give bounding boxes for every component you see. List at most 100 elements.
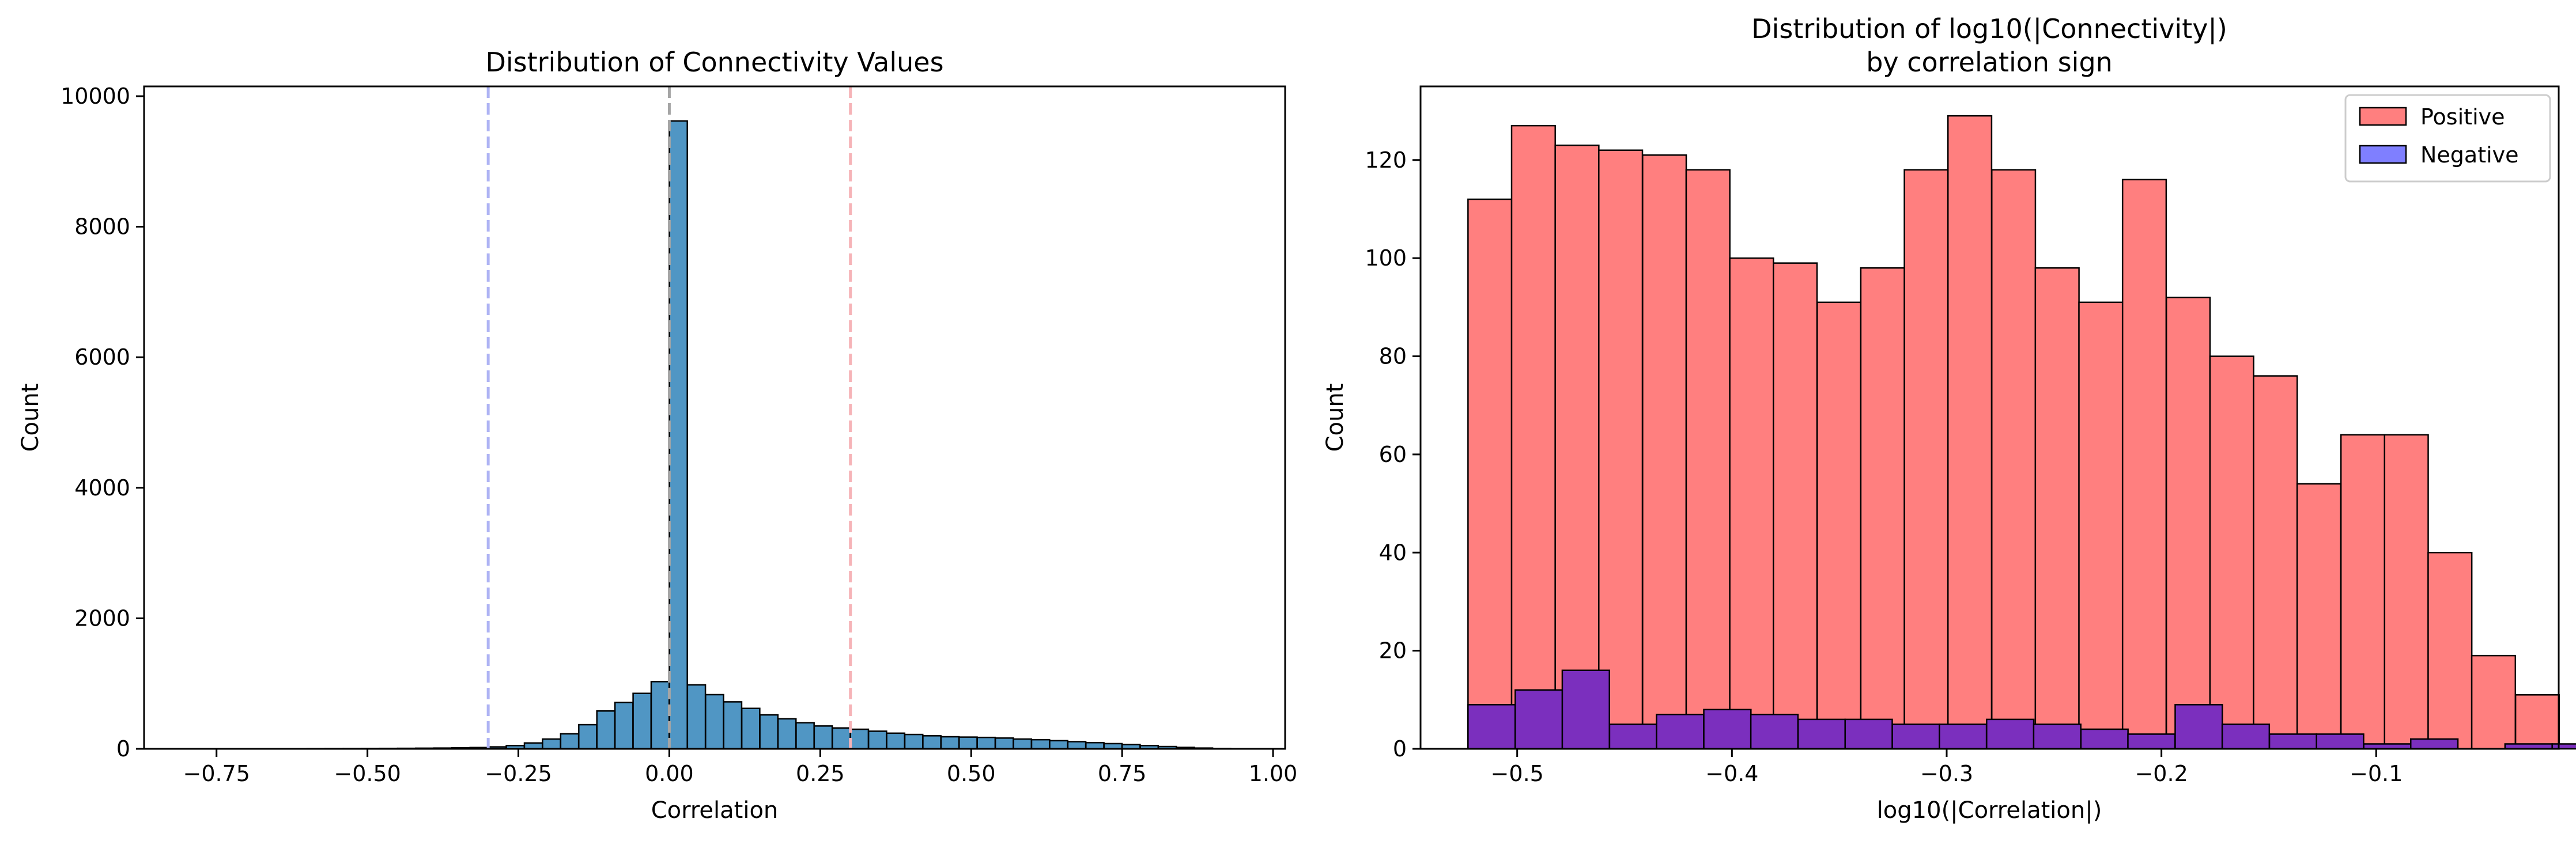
histogram-bar bbox=[686, 684, 707, 750]
histogram-bar bbox=[650, 681, 670, 750]
histogram-bar bbox=[777, 718, 797, 750]
histogram-bar bbox=[904, 733, 924, 750]
positive-bar bbox=[1510, 124, 1556, 750]
positive-bar bbox=[2165, 297, 2211, 750]
histogram-bar bbox=[1067, 741, 1087, 750]
histogram-bars bbox=[306, 120, 1232, 750]
negative-bar bbox=[2268, 733, 2318, 750]
x-tick-label: −0.2 bbox=[2135, 761, 2188, 786]
negative-bar bbox=[2033, 723, 2082, 750]
histogram-bar bbox=[832, 727, 851, 750]
positive-bar bbox=[1685, 169, 1731, 750]
positive-bar bbox=[2296, 483, 2342, 750]
x-tick-label: −0.4 bbox=[1705, 761, 1758, 786]
negative-bar bbox=[2316, 733, 2365, 750]
negative-bar bbox=[1561, 669, 1610, 750]
positive-bar bbox=[1554, 144, 1600, 750]
histogram-bar bbox=[741, 707, 761, 750]
positive-bar bbox=[1860, 267, 1905, 750]
negative-bar bbox=[1750, 714, 1799, 750]
legend: Positive Negative bbox=[2344, 94, 2551, 183]
histogram-bar bbox=[723, 701, 743, 750]
positive-bar bbox=[2471, 654, 2517, 750]
histogram-bar bbox=[976, 736, 996, 750]
positive-bar bbox=[1467, 198, 1513, 750]
negative-bar bbox=[1797, 718, 1846, 750]
x-tick-label: 1.00 bbox=[1249, 761, 1298, 786]
x-tick-label: −0.50 bbox=[334, 761, 401, 786]
positive-bar bbox=[2340, 434, 2386, 750]
histogram-bar bbox=[632, 692, 652, 750]
positive-bar bbox=[1903, 169, 1949, 750]
x-tick-label: 0.50 bbox=[947, 761, 996, 786]
negative-bar bbox=[1608, 723, 1657, 750]
x-axis-ticks: −0.5 −0.4 −0.3 −0.2 −0.1 bbox=[1491, 749, 2403, 786]
y-tick-label: 80 bbox=[1379, 344, 1407, 369]
chart-title: Distribution of log10(|Connectivity|) bbox=[1751, 13, 2227, 45]
negative-bar bbox=[2174, 704, 2223, 750]
histogram-bar bbox=[940, 736, 960, 750]
y-axis-ticks: 0 20 40 60 80 100 120 bbox=[1365, 147, 1421, 762]
negative-bar bbox=[2410, 738, 2459, 750]
histogram-bar bbox=[994, 737, 1014, 750]
positive-bar bbox=[1729, 257, 1774, 750]
histogram-bar bbox=[795, 722, 815, 750]
legend-swatch-positive bbox=[2359, 107, 2407, 126]
histogram-bar bbox=[1085, 741, 1105, 750]
y-tick-label: 0 bbox=[1393, 736, 1407, 762]
x-tick-label: −0.1 bbox=[2350, 761, 2403, 786]
chart-log-connectivity-by-sign: Distribution of log10(|Connectivity|) by… bbox=[1322, 13, 2576, 824]
positive-bar bbox=[2078, 301, 2124, 750]
x-tick-label: 0.25 bbox=[796, 761, 845, 786]
x-tick-label: −0.25 bbox=[485, 761, 552, 786]
histogram-bar bbox=[596, 710, 616, 750]
positive-bar bbox=[2121, 179, 2167, 750]
y-axis-label: Count bbox=[1322, 384, 1349, 452]
histogram-bar bbox=[813, 725, 833, 750]
positive-bar bbox=[1773, 262, 1818, 750]
negative-bar bbox=[1703, 709, 1752, 750]
negative-bar bbox=[1891, 723, 1940, 750]
legend-label-negative: Negative bbox=[2420, 142, 2519, 168]
negative-bar bbox=[2080, 728, 2129, 750]
histogram-bar bbox=[1049, 740, 1068, 750]
positive-bar bbox=[2384, 434, 2429, 750]
x-tick-label: 0.75 bbox=[1098, 761, 1147, 786]
positive-bar bbox=[1990, 169, 2037, 750]
positive-bar bbox=[1642, 154, 1687, 750]
histogram-bar bbox=[849, 728, 870, 750]
histogram-bar bbox=[1013, 738, 1033, 750]
histogram-bar bbox=[886, 732, 906, 750]
histogram-bar bbox=[759, 714, 779, 750]
positive-bar bbox=[1816, 301, 1862, 750]
histogram-bar bbox=[614, 702, 634, 750]
histogram-bar bbox=[1030, 738, 1051, 750]
y-tick-label: 120 bbox=[1365, 147, 1407, 173]
histogram-bar bbox=[542, 738, 561, 750]
negative-bar bbox=[1939, 723, 1988, 750]
histogram-bar bbox=[958, 736, 978, 750]
negative-bar bbox=[1467, 704, 1516, 750]
x-axis-ticks: −0.75 −0.50 −0.25 0.00 0.25 0.50 0.75 1.00 bbox=[183, 749, 1297, 786]
positive-bar bbox=[1598, 149, 1644, 750]
y-tick-label: 20 bbox=[1379, 638, 1407, 664]
y-axis-ticks: 0 2000 4000 6000 8000 10000 bbox=[61, 84, 144, 762]
histogram-bar bbox=[922, 735, 942, 750]
histogram-bar bbox=[668, 120, 688, 750]
y-tick-label: 10000 bbox=[61, 84, 130, 109]
negative-bar bbox=[2127, 733, 2176, 750]
negative-bar bbox=[1844, 718, 1893, 750]
chart-subtitle: by correlation sign bbox=[1866, 47, 2113, 78]
histogram-bar bbox=[578, 723, 598, 750]
histogram-bar bbox=[705, 694, 724, 750]
positive-bar bbox=[2209, 355, 2254, 750]
positive-bar bbox=[2427, 552, 2473, 750]
x-tick-label: −0.75 bbox=[183, 761, 250, 786]
chart-title: Distribution of Connectivity Values bbox=[485, 47, 943, 78]
negative-bars bbox=[1467, 669, 2576, 750]
negative-bar bbox=[1986, 718, 2035, 750]
plot-frame bbox=[1419, 85, 2560, 750]
y-tick-label: 6000 bbox=[74, 344, 130, 370]
x-tick-label: −0.3 bbox=[1920, 761, 1973, 786]
